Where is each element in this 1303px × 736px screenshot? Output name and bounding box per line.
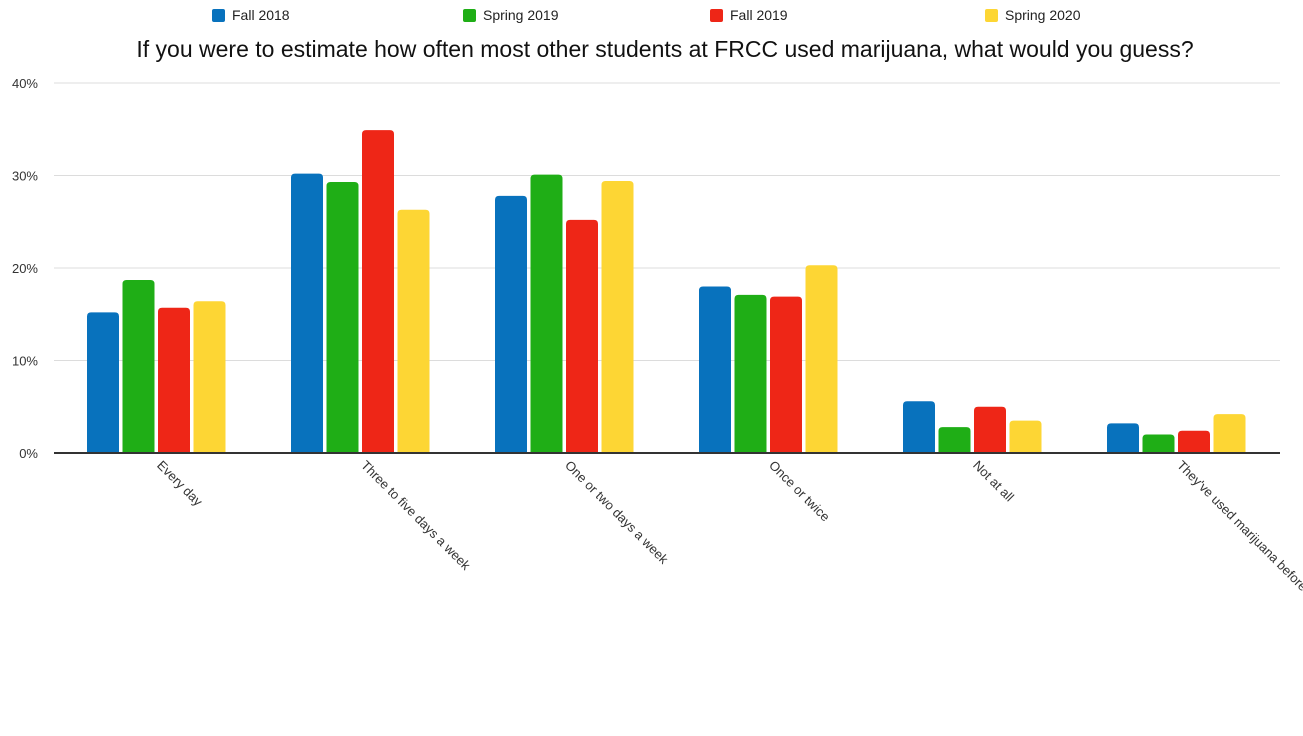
y-tick-label: 30% <box>12 169 38 184</box>
bar <box>87 312 119 453</box>
legend: Fall 2018 Spring 2019 Fall 2019 Spring 2020 <box>0 5 1303 29</box>
legend-item: Fall 2018 <box>212 7 290 23</box>
chart-title: If you were to estimate how often most o… <box>136 36 1194 62</box>
bar <box>938 427 971 453</box>
y-axis: 0% 10% 20% 30% 40% <box>12 76 38 461</box>
bar <box>397 209 430 453</box>
bar <box>566 219 598 453</box>
legend-swatch <box>212 8 225 22</box>
bar <box>1178 430 1210 453</box>
legend-swatch <box>463 8 476 22</box>
bar <box>1107 423 1139 453</box>
bar <box>601 181 634 454</box>
bar <box>530 174 563 453</box>
legend-item: Fall 2019 <box>710 7 788 23</box>
x-tick-label: Not at all <box>970 458 1017 505</box>
bar <box>805 265 838 453</box>
bar <box>974 406 1006 453</box>
bar <box>495 195 527 453</box>
legend-item: Spring 2020 <box>985 7 1081 23</box>
bar <box>326 181 359 453</box>
bar <box>1009 420 1042 453</box>
bar <box>1142 434 1175 453</box>
bar <box>903 401 935 453</box>
x-tick-label: They've used marijuana before but not in… <box>1174 458 1303 695</box>
x-axis-labels: Every day Three to five days a week One or… <box>154 458 1303 695</box>
y-tick-label: 0% <box>19 446 38 461</box>
x-tick-label: Three to five days a week <box>358 458 474 574</box>
bar <box>193 301 226 453</box>
y-tick-label: 20% <box>12 261 38 276</box>
x-tick-label: Every day <box>154 458 206 510</box>
legend-item: Spring 2019 <box>463 7 559 23</box>
y-tick-label: 40% <box>12 76 38 91</box>
legend-label: Fall 2018 <box>232 7 290 23</box>
bar <box>1213 414 1246 453</box>
x-tick-label: One or two days a week <box>562 458 672 568</box>
legend-swatch <box>985 8 998 22</box>
bar <box>362 130 394 454</box>
bars <box>87 130 1246 454</box>
bar <box>158 307 190 453</box>
legend-label: Spring 2020 <box>1005 7 1081 23</box>
legend-label: Fall 2019 <box>730 7 788 23</box>
grid-lines <box>54 82 1280 361</box>
legend-swatch <box>710 8 723 22</box>
legend-label: Spring 2019 <box>483 7 559 23</box>
bar <box>770 296 802 453</box>
bar <box>699 286 731 453</box>
bar <box>291 173 323 453</box>
bar <box>122 280 155 453</box>
x-tick-label: Once or twice <box>766 458 833 525</box>
bar <box>734 294 767 453</box>
y-tick-label: 10% <box>12 354 38 369</box>
